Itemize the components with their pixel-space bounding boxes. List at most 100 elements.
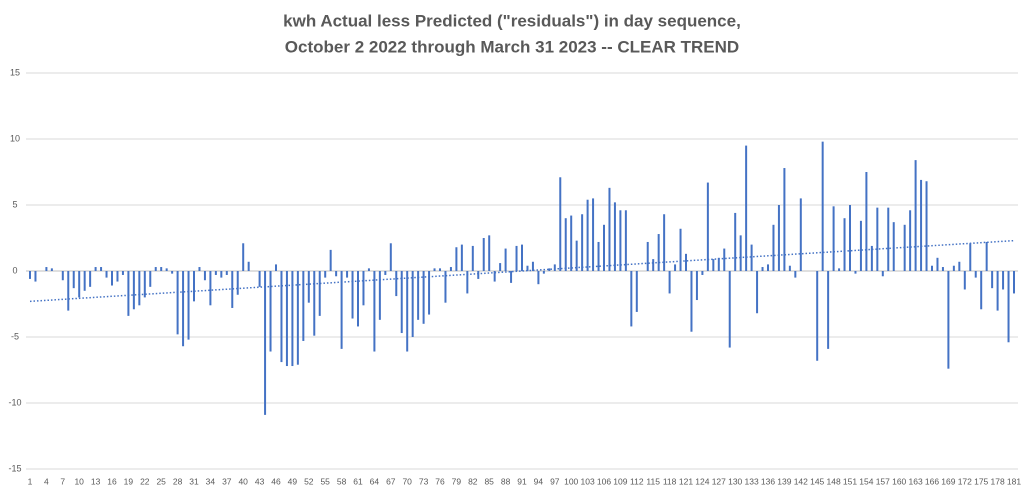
bar — [384, 271, 387, 275]
bar — [477, 271, 480, 279]
x-tick-label: 16 — [107, 476, 117, 486]
x-tick-label: 130 — [728, 476, 742, 486]
bar — [143, 271, 146, 298]
bar — [455, 247, 458, 271]
bar — [756, 271, 759, 314]
bar — [362, 271, 365, 306]
bar — [220, 271, 223, 278]
x-tick-label: 142 — [794, 476, 808, 486]
bar — [428, 271, 431, 315]
bar — [67, 271, 70, 311]
bar — [723, 248, 726, 271]
bar — [635, 271, 638, 312]
bar — [859, 220, 862, 271]
x-tick-label: 1 — [28, 476, 33, 486]
y-tick-label: 0 — [12, 265, 17, 275]
bar — [154, 267, 157, 271]
bar — [176, 271, 179, 335]
bar — [373, 271, 376, 352]
x-tick-label: 112 — [630, 476, 644, 486]
bar — [34, 271, 37, 282]
bar — [521, 244, 523, 271]
bar — [592, 198, 595, 271]
x-tick-label: 67 — [386, 476, 396, 486]
bar — [132, 271, 135, 310]
x-tick-label: 58 — [337, 476, 347, 486]
bar — [1013, 271, 1015, 294]
x-tick-label: 25 — [156, 476, 166, 486]
x-tick-label: 169 — [941, 476, 955, 486]
x-tick-label: 115 — [646, 476, 660, 486]
bar — [225, 271, 228, 275]
bar — [920, 179, 923, 271]
bar — [586, 199, 589, 271]
bar — [980, 271, 983, 310]
bar — [72, 271, 75, 289]
bar — [318, 271, 321, 316]
bar — [816, 271, 819, 361]
x-tick-label: 181 — [1007, 476, 1021, 486]
bar — [564, 218, 567, 271]
y-tick-label: -5 — [11, 331, 19, 341]
bar — [138, 271, 141, 306]
x-tick-label: 148 — [827, 476, 841, 486]
x-tick-label: 166 — [925, 476, 939, 486]
bar — [439, 268, 441, 271]
bar — [685, 253, 687, 271]
bar — [936, 257, 939, 271]
bar — [958, 261, 961, 271]
bar — [799, 198, 802, 271]
bar — [460, 244, 463, 271]
bar — [160, 267, 163, 271]
y-tick-label: 10 — [10, 133, 20, 143]
bar — [712, 259, 715, 271]
x-tick-label: 103 — [581, 476, 595, 486]
bar — [646, 241, 649, 271]
bar — [630, 271, 633, 327]
x-tick-label: 64 — [370, 476, 380, 486]
bar — [116, 271, 119, 282]
x-tick-label: 127 — [712, 476, 726, 486]
x-tick-label: 31 — [189, 476, 199, 486]
bar — [242, 243, 245, 271]
x-tick-label: 97 — [550, 476, 560, 486]
x-tick-label: 139 — [777, 476, 791, 486]
bar — [553, 264, 556, 271]
x-tick-label: 175 — [974, 476, 988, 486]
bar — [296, 271, 299, 365]
bar — [941, 267, 944, 271]
bar — [357, 271, 359, 327]
bar — [351, 271, 354, 319]
bar — [772, 224, 775, 271]
bar — [931, 265, 933, 271]
bar — [952, 265, 955, 271]
bar — [674, 264, 677, 271]
bar — [231, 271, 234, 308]
bar — [94, 267, 97, 271]
bar — [794, 271, 797, 278]
bar — [280, 271, 283, 363]
bar — [734, 212, 737, 271]
bar — [619, 210, 622, 271]
bar — [515, 245, 518, 271]
x-tick-label: 160 — [892, 476, 906, 486]
bar — [422, 271, 425, 324]
x-tick-label: 163 — [909, 476, 923, 486]
bar — [597, 241, 600, 271]
x-tick-label: 91 — [517, 476, 527, 486]
bar — [996, 271, 999, 311]
bar — [171, 271, 174, 274]
bar — [876, 207, 879, 271]
bar — [165, 268, 168, 271]
bar — [324, 271, 327, 278]
y-tick-label: 5 — [12, 199, 17, 209]
bar — [187, 271, 190, 340]
bar — [717, 257, 720, 271]
bar — [603, 224, 605, 271]
bar — [695, 271, 698, 301]
bar — [214, 271, 217, 275]
bar — [121, 271, 124, 275]
bar — [581, 214, 584, 271]
y-tick-label: -10 — [8, 397, 21, 407]
